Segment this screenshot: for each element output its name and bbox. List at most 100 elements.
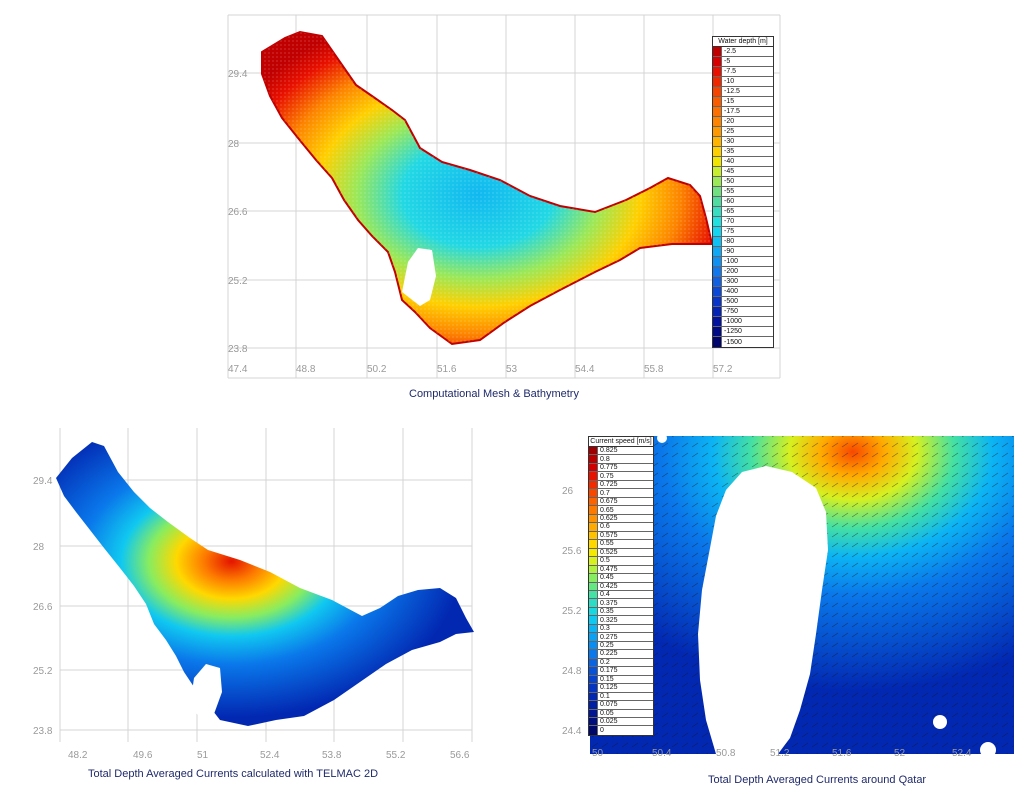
legend-label: -20	[724, 118, 735, 125]
legend-row: 0.775	[589, 463, 653, 473]
legend-swatch	[713, 77, 722, 86]
bathymetry-map: 47.4 48.8 50.2 51.6 53 54.4 55.8 57.2 29…	[227, 14, 781, 379]
legend-label: -45	[724, 168, 735, 175]
legend-row: 0.35	[589, 607, 653, 617]
legend-row: 0.8	[589, 455, 653, 464]
legend-row: -40	[713, 157, 773, 167]
legend-swatch	[589, 701, 598, 709]
legend-label: 0.4	[600, 591, 610, 599]
legend-row: 0.65	[589, 506, 653, 515]
legend-swatch	[589, 590, 598, 599]
legend-swatch	[713, 327, 722, 336]
legend-swatch	[589, 624, 598, 633]
x-tick: 50.8	[716, 748, 736, 759]
currents-y-ticks: 29.4 28 26.6 25.2 23.8	[33, 476, 53, 737]
legend-row: 0.25	[589, 641, 653, 651]
legend-label: 0.025	[600, 718, 618, 726]
legend-row: 0.425	[589, 582, 653, 591]
y-tick: 23.8	[33, 726, 53, 737]
legend-label: 0.125	[600, 684, 618, 692]
legend-row: 0.45	[589, 574, 653, 583]
gulf-currents-shape	[56, 442, 474, 726]
legend-swatch	[589, 574, 598, 582]
legend-swatch	[589, 548, 598, 557]
y-tick: 28	[33, 542, 45, 553]
legend-label: 0.225	[600, 650, 618, 658]
legend-row: 0.7	[589, 489, 653, 498]
legend-label: -55	[724, 188, 735, 195]
legend-swatch	[589, 641, 598, 650]
water-depth-legend: Water depth [m] -2.5 -5 -7.5 -10 -12.5 -15 -17…	[712, 36, 774, 348]
legend-swatch	[589, 489, 598, 497]
legend-swatch	[713, 127, 722, 136]
legend-label: -25	[724, 128, 735, 135]
legend-row: 0.675	[589, 497, 653, 507]
legend-swatch	[713, 147, 722, 156]
x-tick: 51.2	[770, 748, 790, 759]
legend-swatch	[713, 257, 722, 266]
island	[980, 742, 996, 758]
legend-row: 0.075	[589, 701, 653, 710]
legend-label: 0.425	[600, 582, 618, 590]
legend-label: -300	[724, 278, 739, 285]
legend-label: -1500	[724, 338, 742, 346]
legend-row: -1500	[713, 337, 773, 347]
legend-row: 0.475	[589, 565, 653, 575]
legend-swatch	[589, 599, 598, 607]
legend-label: 0.775	[600, 464, 618, 472]
legend-label: -30	[724, 138, 735, 145]
legend-label: 0.45	[600, 574, 614, 582]
legend-swatch	[589, 557, 598, 565]
legend-swatch	[589, 565, 598, 574]
legend-swatch	[589, 633, 598, 641]
x-tick: 48.8	[296, 364, 316, 375]
legend-label: 0.05	[600, 709, 614, 717]
legend-label: 0.1	[600, 692, 610, 700]
legend-row: 0.55	[589, 540, 653, 549]
legend-row: -90	[713, 247, 773, 257]
qatar-peninsula	[190, 664, 222, 720]
legend-swatch	[589, 616, 598, 624]
island	[933, 715, 947, 729]
legend-label: -40	[724, 158, 735, 165]
x-tick: 56.6	[450, 750, 470, 761]
y-tick: 28	[228, 139, 240, 150]
legend-swatch	[713, 117, 722, 126]
legend-swatch	[713, 87, 722, 96]
x-tick: 57.2	[713, 364, 733, 375]
legend-row: 0.125	[589, 684, 653, 693]
legend-row: -25	[713, 127, 773, 137]
legend-row: 0.75	[589, 472, 653, 481]
x-tick: 50.2	[367, 364, 387, 375]
legend-swatch	[713, 237, 722, 246]
legend-swatch	[713, 107, 722, 116]
legend-swatch	[713, 247, 722, 256]
x-tick: 52.4	[260, 750, 280, 761]
legend-row: 0.525	[589, 548, 653, 558]
x-tick: 55.2	[386, 750, 406, 761]
legend-row: 0.025	[589, 718, 653, 727]
y-tick: 24.8	[562, 666, 582, 677]
legend-swatch	[589, 684, 598, 692]
legend-label: 0.175	[600, 667, 618, 675]
legend-row: -50	[713, 177, 773, 187]
legend-label: 0.825	[600, 447, 618, 455]
legend-label: 0.725	[600, 481, 618, 489]
legend-row: 0.5	[589, 557, 653, 566]
legend-swatch	[713, 207, 722, 216]
x-tick: 51.6	[832, 748, 852, 759]
legend-label: 0.525	[600, 548, 618, 556]
legend-row: -5	[713, 57, 773, 67]
legend-swatch	[713, 197, 722, 206]
legend-row: 0.575	[589, 531, 653, 541]
y-tick: 26.6	[33, 602, 53, 613]
x-tick: 53	[506, 364, 518, 375]
currents-map: 48.2 49.6 51 52.4 53.8 55.2 56.6 29.4 28…	[33, 428, 474, 761]
x-tick: 54.4	[575, 364, 595, 375]
legend-label: 0.75	[600, 472, 614, 480]
legend-label: -10	[724, 78, 735, 85]
legend-swatch	[713, 297, 722, 306]
currents-panel: 48.2 49.6 51 52.4 53.8 55.2 56.6 29.4 28…	[0, 420, 500, 790]
legend-label: 0.375	[600, 599, 618, 607]
legend-row: 0.3	[589, 624, 653, 634]
